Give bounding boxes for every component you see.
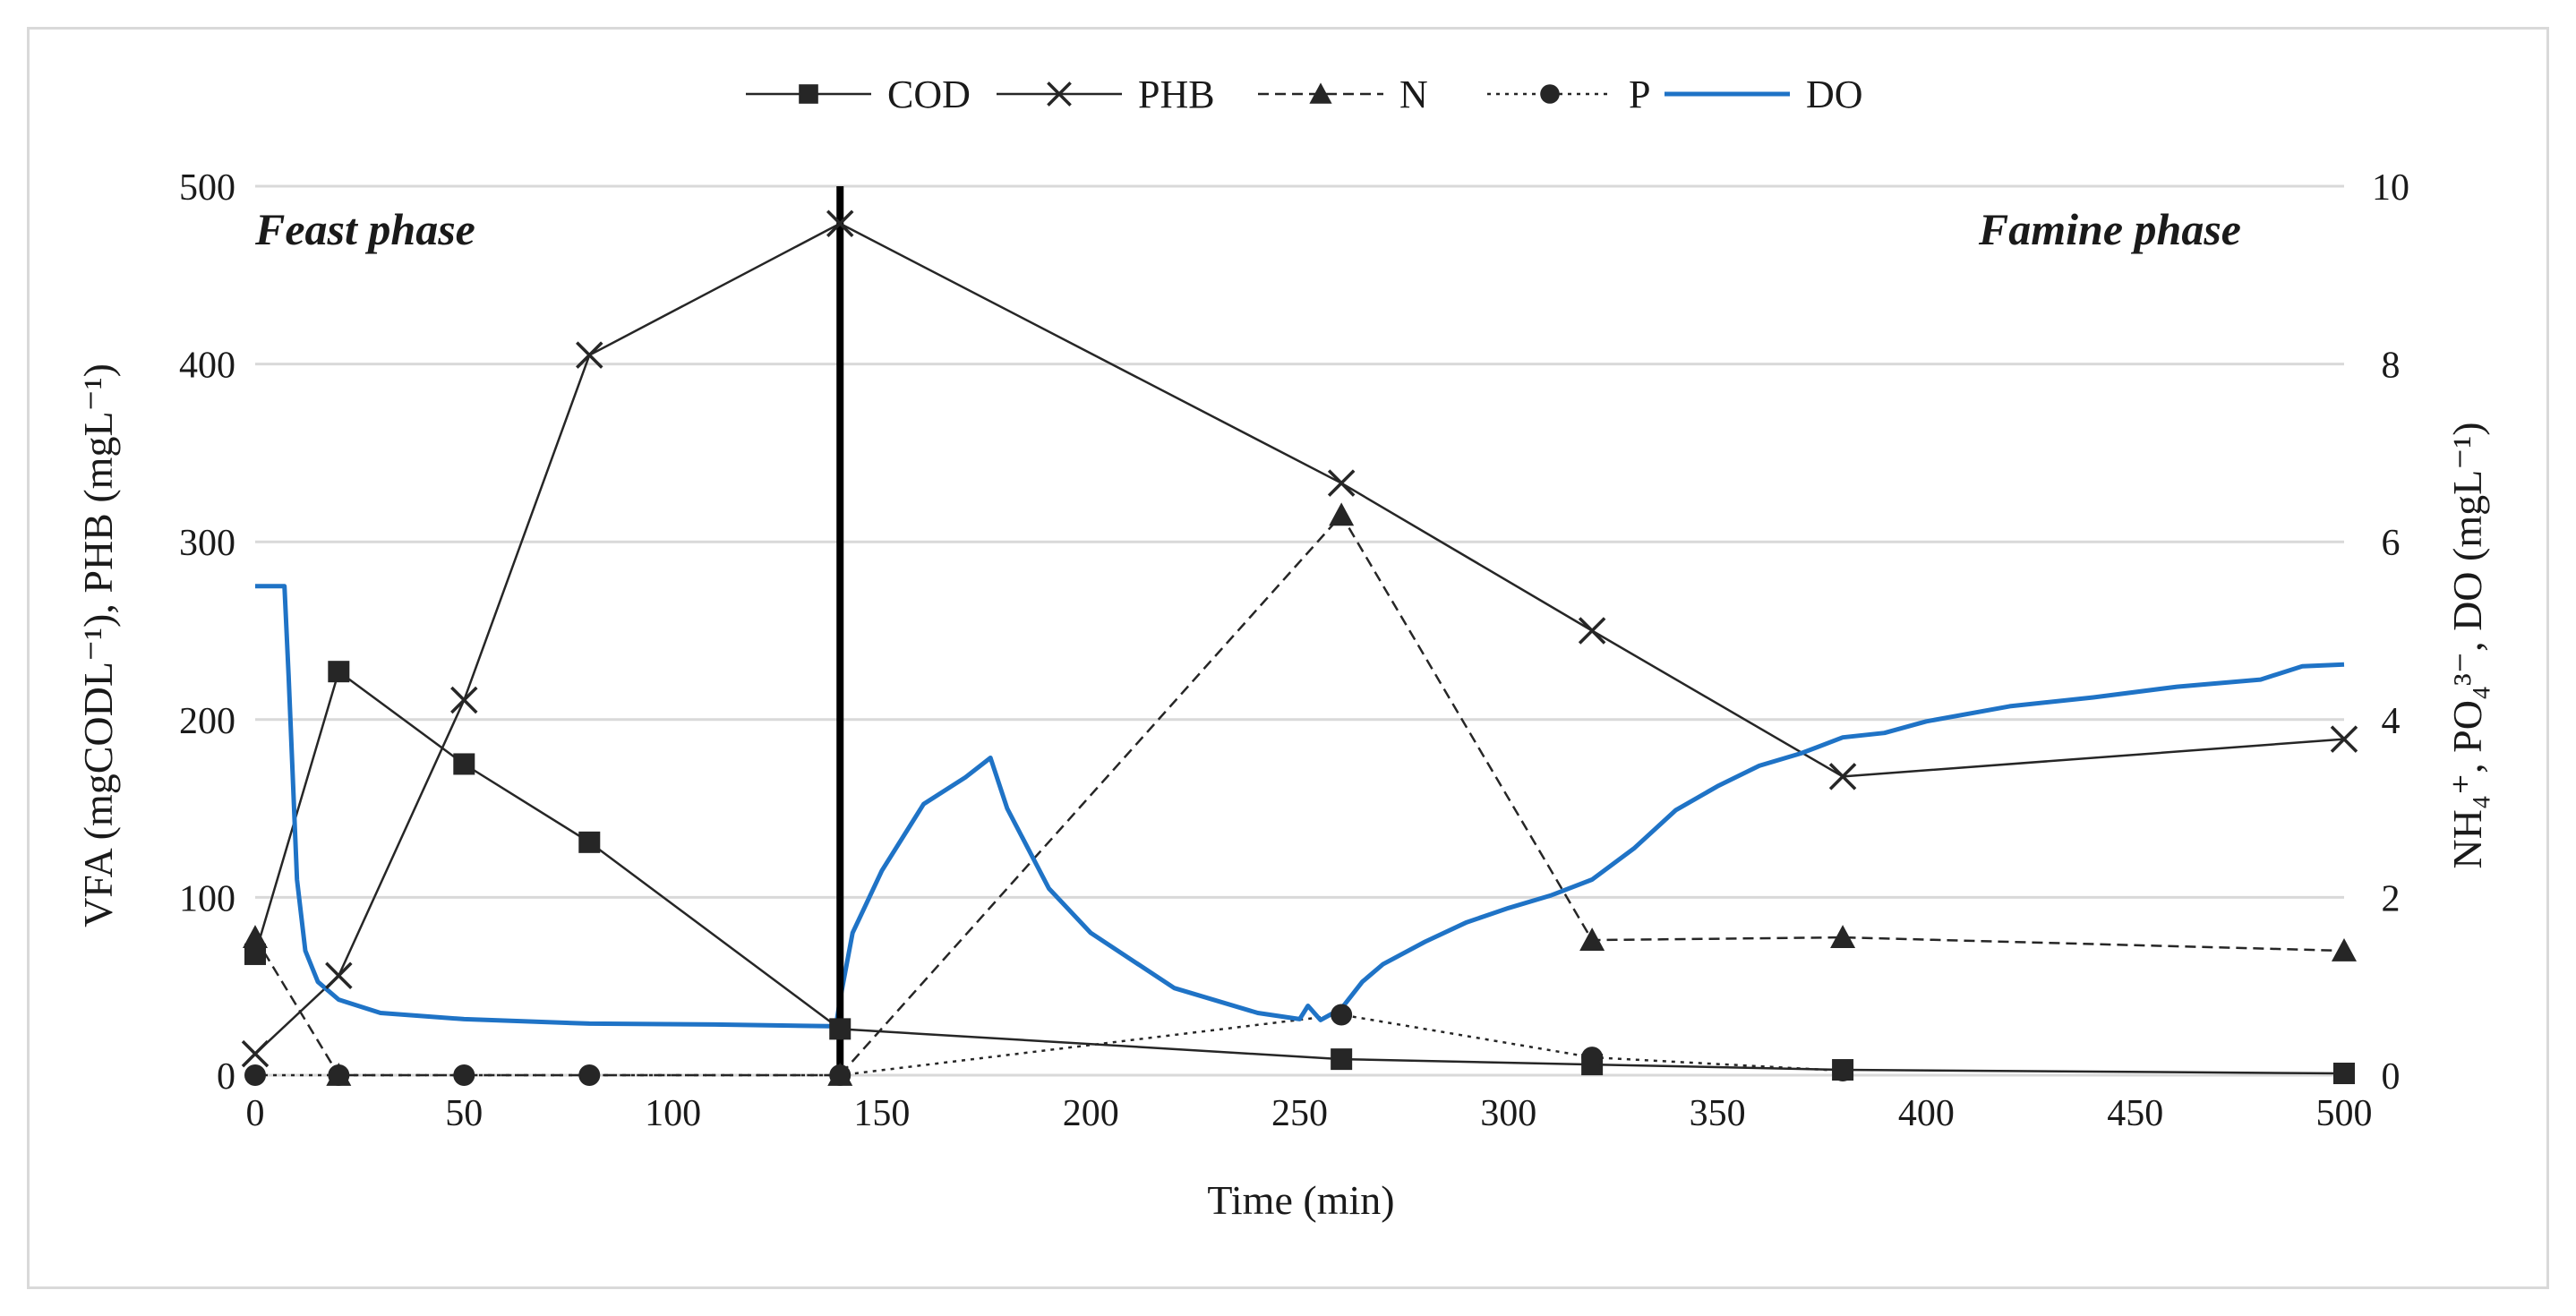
data-point-phb: [325, 961, 353, 990]
data-point-cod: [829, 1018, 852, 1040]
x-tick-label: 300: [1480, 1093, 1536, 1134]
legend-marker-n: [1309, 82, 1332, 104]
x-tick-label: 100: [645, 1093, 701, 1134]
x-tick-label: 200: [1063, 1093, 1119, 1134]
x-tick-label: 250: [1271, 1093, 1328, 1134]
data-point-p: [578, 1064, 601, 1086]
legend-label-p: P: [1629, 73, 1650, 116]
legend-marker-cod: [799, 84, 818, 104]
left-tick-label: 500: [179, 167, 235, 209]
series-line-do: [255, 584, 2345, 1029]
data-point-n: [243, 925, 268, 948]
data-point-phb: [1828, 763, 1857, 790]
data-point-phb: [826, 209, 854, 237]
left-axis-title: VFA (mgCODL⁻¹), PHB (mgL⁻¹): [75, 363, 121, 927]
legend-label-n: N: [1399, 73, 1428, 116]
right-tick-label: 0: [2382, 1056, 2401, 1098]
data-point-n: [2332, 937, 2357, 961]
right-tick-label: 6: [2382, 523, 2401, 564]
data-point-phb: [450, 686, 478, 714]
right-tick-label: 10: [2372, 167, 2409, 209]
data-point-n: [1329, 502, 1355, 526]
chart-frame: 0 100 200 300 400 500 0 2 4 6 8 10 0 50 100 150 200 250 30…: [27, 27, 2549, 1289]
data-point-cod: [453, 753, 475, 775]
right-tick-label: 4: [2382, 701, 2401, 742]
data-point-cod: [1331, 1048, 1353, 1071]
data-point-phb: [1327, 469, 1356, 497]
legend-marker-phb: [1047, 81, 1072, 107]
right-axis-title: NH₄⁺, PO₄³⁻, DO (mgL⁻¹): [2444, 422, 2490, 868]
left-tick-label: 0: [217, 1056, 235, 1098]
data-point-p: [1581, 1047, 1604, 1069]
legend-label-do: DO: [1806, 73, 1863, 116]
data-point-cod: [578, 831, 601, 853]
data-point-p: [1331, 1004, 1353, 1026]
data-point-p: [453, 1064, 475, 1086]
data-point-p: [1832, 1060, 1854, 1082]
data-point-p: [829, 1064, 852, 1086]
x-tick-label: 0: [246, 1093, 265, 1134]
x-tick-label: 150: [853, 1093, 910, 1134]
series-line-phb: [254, 222, 2345, 1055]
data-point-cod: [328, 661, 350, 683]
data-point-phb: [2330, 725, 2358, 753]
data-point-n: [1579, 927, 1605, 951]
data-point-phb: [576, 341, 603, 369]
series-line-n: [253, 514, 2345, 1077]
legend-marker-p: [1540, 84, 1560, 104]
series-line-cod: [253, 670, 2345, 1075]
famine-phase-label: Famine phase: [1978, 204, 2241, 254]
x-axis-title: Time (min): [1207, 1177, 1394, 1223]
series-line-p: [255, 1013, 1844, 1077]
feast-phase-label: Feast phase: [254, 204, 475, 254]
right-tick-label: 8: [2382, 346, 2401, 387]
left-tick-label: 200: [179, 701, 235, 742]
data-point-p: [244, 1064, 266, 1086]
right-tick-label: 2: [2382, 878, 2401, 919]
legend-label-cod: COD: [887, 73, 971, 116]
data-point-p: [328, 1064, 350, 1086]
data-point-n: [1830, 925, 1856, 948]
x-tick-label: 50: [445, 1093, 483, 1134]
data-point-cod: [2333, 1063, 2355, 1085]
x-tick-label: 400: [1898, 1093, 1955, 1134]
x-tick-label: 450: [2107, 1093, 2163, 1134]
left-tick-label: 400: [179, 346, 235, 387]
legend-label-phb: PHB: [1138, 73, 1215, 116]
x-tick-label: 500: [2316, 1093, 2373, 1134]
data-point-phb: [1578, 617, 1606, 645]
data-point-phb: [241, 1039, 270, 1068]
left-tick-label: 100: [179, 878, 235, 919]
left-tick-label: 300: [179, 523, 235, 564]
x-tick-label: 350: [1690, 1093, 1746, 1134]
